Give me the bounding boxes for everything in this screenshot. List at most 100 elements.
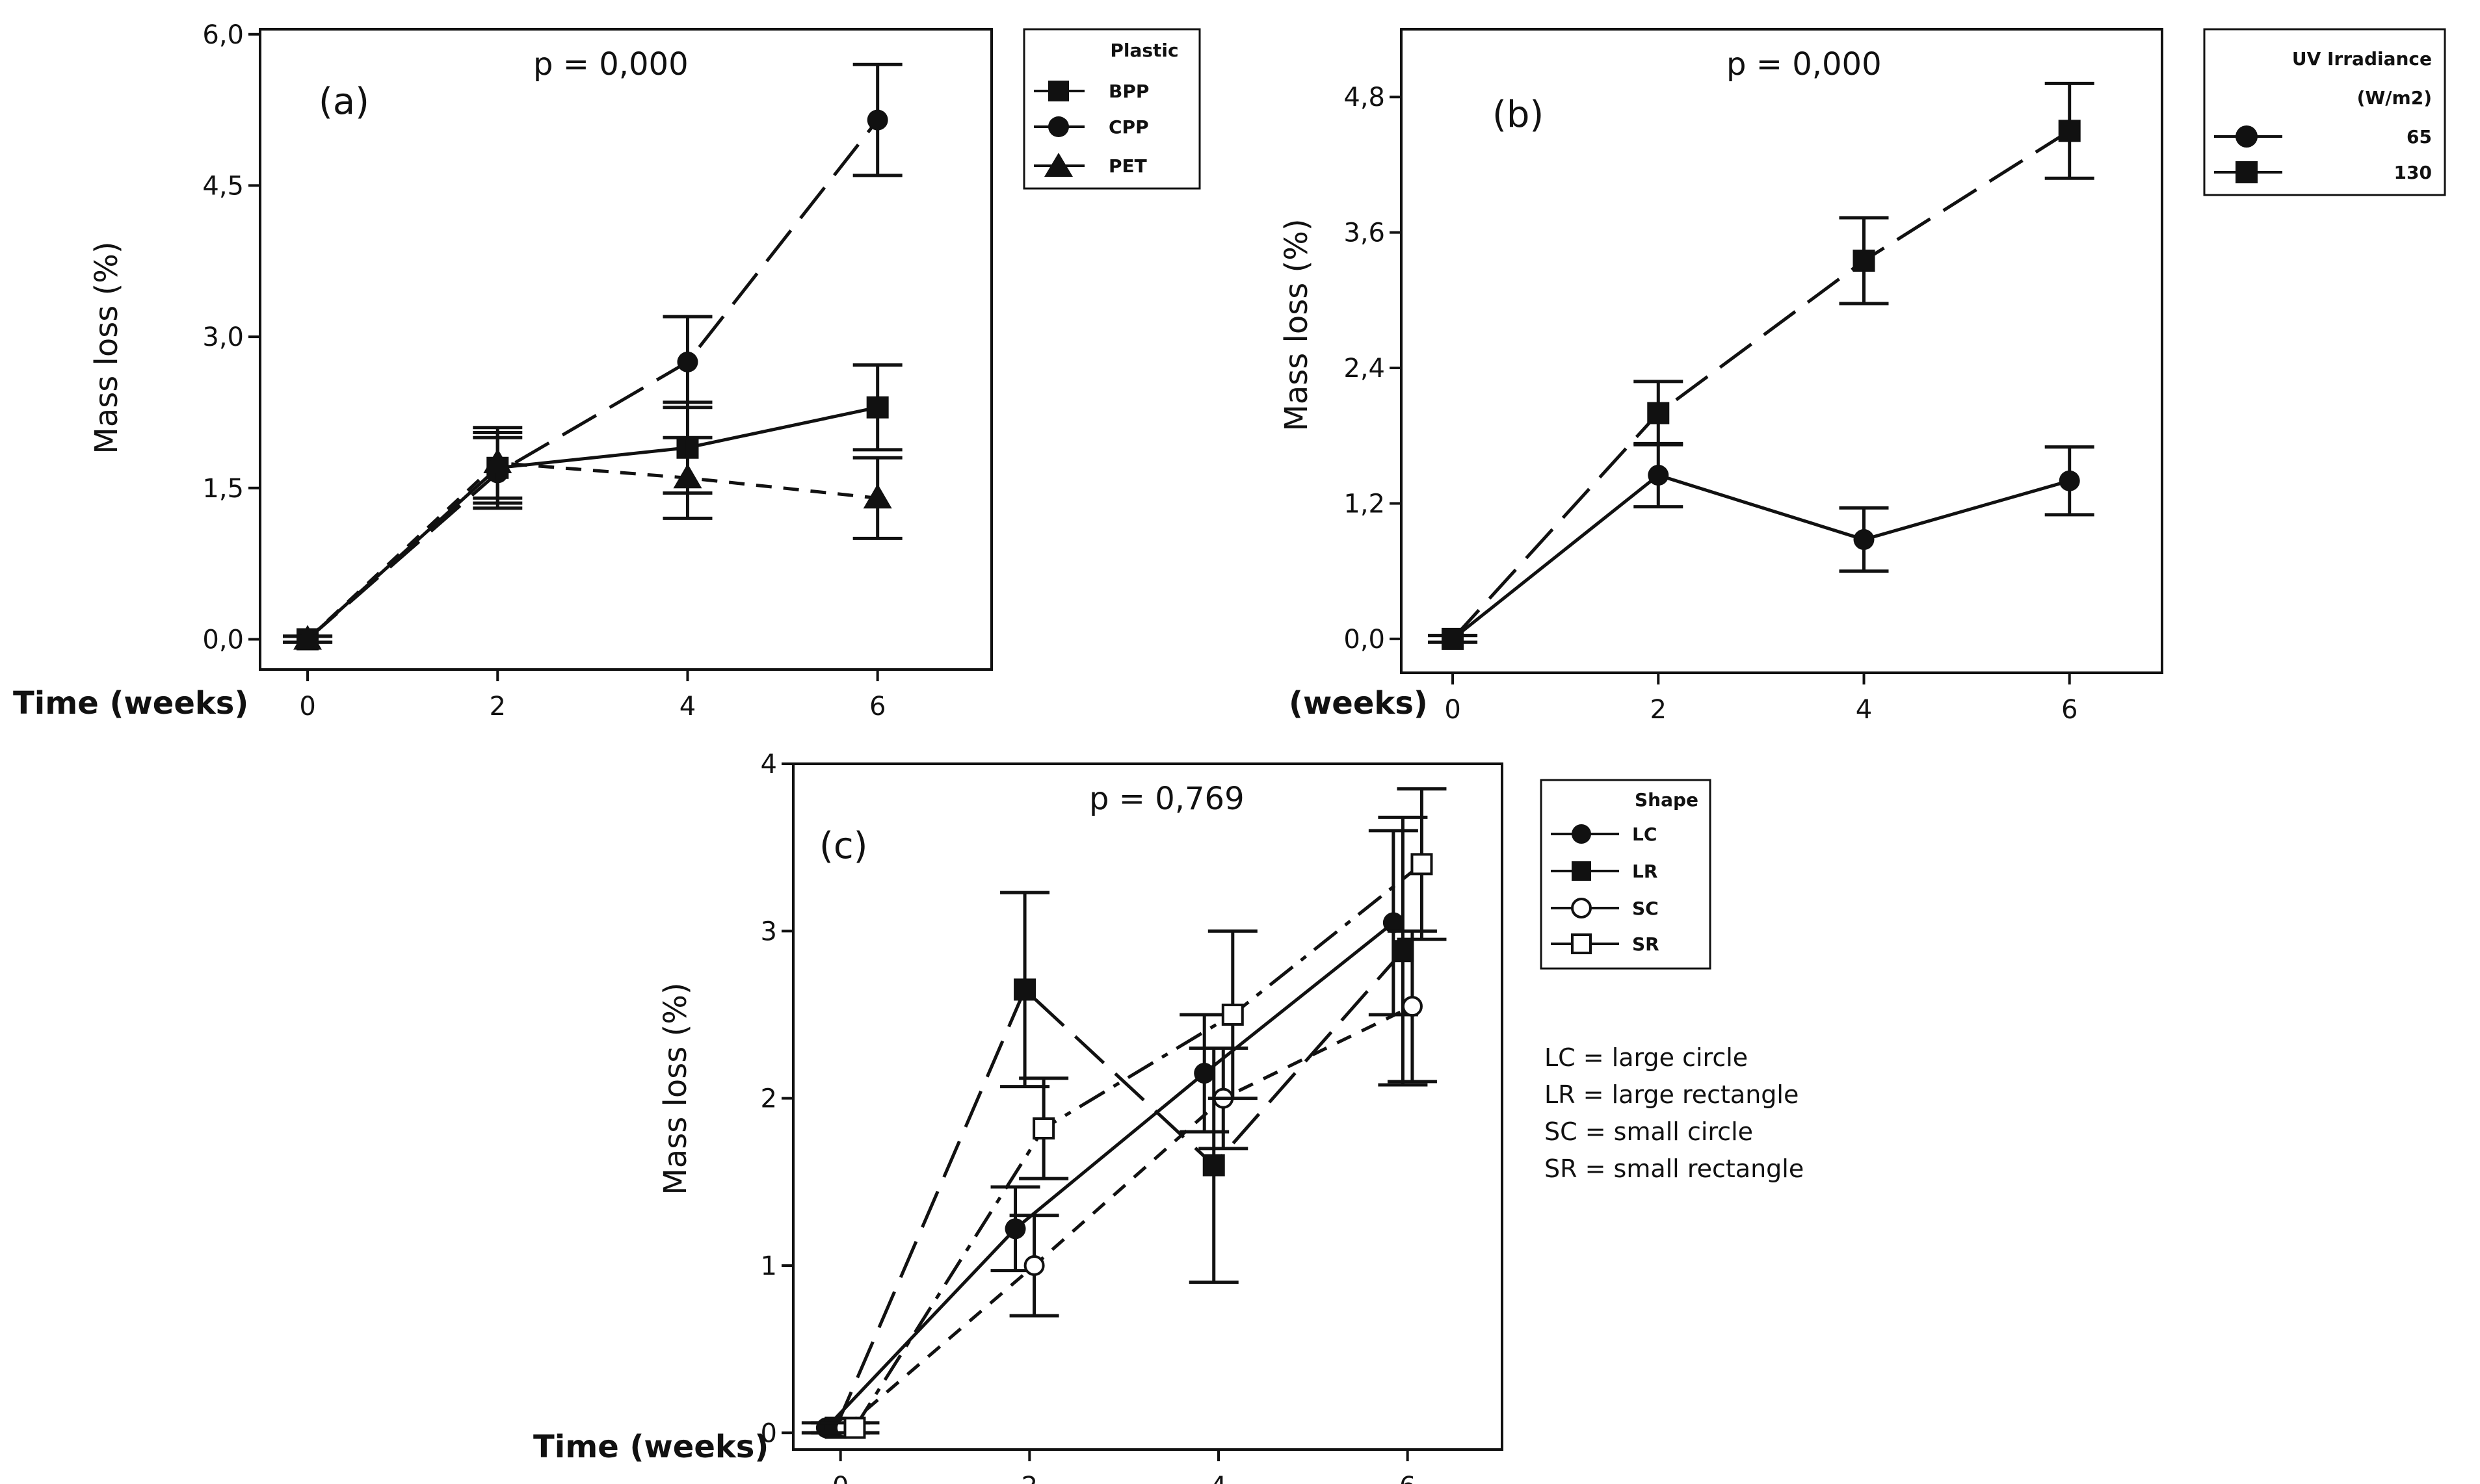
point-lc [1005, 1218, 1026, 1240]
point-lc [1382, 912, 1404, 933]
y-tick-label: 3,0 [202, 322, 244, 352]
panel-a-x-axis-label: Time (weeks) [13, 685, 248, 722]
y-tick-label: 0,0 [202, 625, 244, 655]
legend-a-cpp-label: CPP [1109, 116, 1149, 138]
y-tick-label: 2 [761, 1084, 777, 1114]
panel-b-x-ticks: 0 2 4 6 [1444, 673, 2078, 725]
y-tick-label: 2,4 [1343, 354, 1385, 384]
panel-b-x-axis-label: (weeks) [1289, 685, 1428, 722]
point-cpp [677, 351, 698, 372]
y-tick-label: 3 [761, 917, 777, 946]
y-tick-label: 4,8 [1343, 83, 1385, 112]
panel-c-frame [792, 762, 1503, 1451]
x-tick-label: 2 [1650, 695, 1667, 725]
note-sc: SC = small circle [1544, 1117, 1753, 1146]
y-tick-label: 1,2 [1343, 489, 1385, 519]
y-tick-label: 0,0 [1343, 625, 1385, 655]
panel-a-label: (a) [319, 81, 369, 123]
panel-a-y-axis-label: Mass loss (%) [88, 241, 125, 454]
panel-c-y-ticks: 0 1 2 3 4 [761, 749, 793, 1448]
panel-c-legend-box [1540, 779, 1711, 970]
panel-c-abbreviation-notes: LC = large circle LR = large rectangle S… [1544, 1043, 1804, 1183]
x-tick-label: 0 [299, 692, 315, 722]
series-line-pet [306, 461, 878, 641]
x-tick-label: 0 [832, 1472, 849, 1484]
point-pet [483, 449, 512, 474]
series-line-sc [844, 1004, 1414, 1429]
point-130 [2058, 120, 2081, 142]
x-tick-label: 2 [490, 692, 506, 722]
y-tick-label: 6,0 [202, 20, 244, 50]
note-lr: LR = large rectangle [1544, 1080, 1799, 1109]
series-line-bpp [306, 406, 878, 641]
panel-c-x-axis-label: Time (weeks) [533, 1429, 769, 1465]
series-line-sr [853, 863, 1423, 1429]
x-tick-label: 6 [869, 692, 886, 722]
y-tick-label: 1,5 [202, 474, 244, 504]
legend-b-130-label: 130 [2394, 162, 2432, 183]
panel-b-p-value: p = 0,000 [1726, 46, 1882, 83]
x-tick-label: 4 [1856, 695, 1872, 725]
y-tick-label: 4 [761, 749, 777, 779]
legend-b-65-circle-icon [2236, 125, 2258, 148]
x-tick-label: 0 [1444, 695, 1460, 725]
point-sc [1401, 996, 1423, 1017]
x-tick-label: 6 [1399, 1472, 1416, 1484]
note-sr: SR = small rectangle [1544, 1154, 1804, 1183]
y-tick-label: 3,6 [1343, 218, 1385, 248]
series-line-lr [834, 950, 1405, 1429]
panel-c-label: (c) [819, 825, 867, 867]
panel-c-x-ticks: 0 2 4 6 [832, 1450, 1416, 1484]
panel-b-label: (b) [1492, 94, 1544, 136]
series-line-lc [825, 921, 1395, 1429]
legend-c-lr-square-icon [1572, 861, 1591, 881]
point-65 [2059, 470, 2080, 491]
panel-c-y-axis-label: Mass loss (%) [657, 982, 694, 1195]
panel-c: (c) p = 0,769 Mass loss (%) Time (weeks)… [533, 749, 1804, 1484]
legend-c-sc-open-circle-icon [1571, 898, 1592, 918]
panel-c-legend: Shape LC LR SC SR [1540, 779, 1711, 970]
legend-c-sr-label: SR [1632, 933, 1659, 955]
point-lr [1014, 978, 1036, 1001]
x-tick-label: 2 [1022, 1472, 1038, 1484]
panel-c-legend-title: Shape [1635, 789, 1698, 811]
panel-b-y-axis-label: Mass loss (%) [1278, 218, 1315, 431]
panel-a-y-ticks: 0,0 1,5 3,0 4,5 6,0 [202, 20, 260, 655]
panel-b-legend-box [2203, 28, 2446, 196]
legend-c-lr-label: LR [1632, 861, 1657, 882]
legend-b-130-square-icon [2236, 161, 2258, 183]
point-pet [863, 484, 892, 509]
panel-b-y-ticks: 0,0 1,2 2,4 3,6 4,8 [1343, 83, 1401, 655]
x-tick-label: 4 [679, 692, 696, 722]
legend-a-bpp-label: BPP [1109, 81, 1149, 102]
legend-a-pet-label: PET [1109, 155, 1147, 177]
point-65 [1853, 529, 1875, 551]
panel-a-legend: Plastic BPP CPP PET [1023, 28, 1201, 190]
legend-c-sr-open-square-icon [1571, 933, 1592, 954]
panel-a: (a) p = 0,000 Mass loss (%) Time (weeks)… [13, 20, 1201, 722]
series-line-130 [1451, 129, 2071, 640]
panel-a-series [283, 62, 903, 651]
point-130 [1853, 250, 1875, 272]
point-130 [1442, 627, 1464, 650]
legend-a-cpp-circle-icon [1048, 116, 1069, 137]
panel-b-legend-subtitle: (W/m2) [2357, 87, 2432, 109]
panel-b: (b) p = 0,000 Mass loss (%) (weeks) 0 2 4 6… [1278, 28, 2446, 725]
point-lr [1392, 940, 1414, 963]
panel-b-series [1428, 81, 2094, 650]
panel-a-legend-box [1023, 28, 1201, 190]
panel-b-legend-title: UV Irradiance [2292, 48, 2432, 70]
point-sr [843, 1416, 866, 1439]
legend-a-pet-triangle-icon [1044, 153, 1073, 177]
point-cpp [867, 109, 888, 131]
point-sr [1221, 1003, 1244, 1026]
point-pet [673, 463, 702, 489]
y-tick-label: 4,5 [202, 171, 244, 201]
series-line-cpp [306, 119, 879, 641]
panel-c-series [801, 787, 1447, 1439]
point-sr [1410, 853, 1433, 876]
legend-c-sc-label: SC [1632, 898, 1659, 919]
panel-a-x-ticks: 0 2 4 6 [299, 670, 886, 722]
x-tick-label: 4 [1210, 1472, 1226, 1484]
